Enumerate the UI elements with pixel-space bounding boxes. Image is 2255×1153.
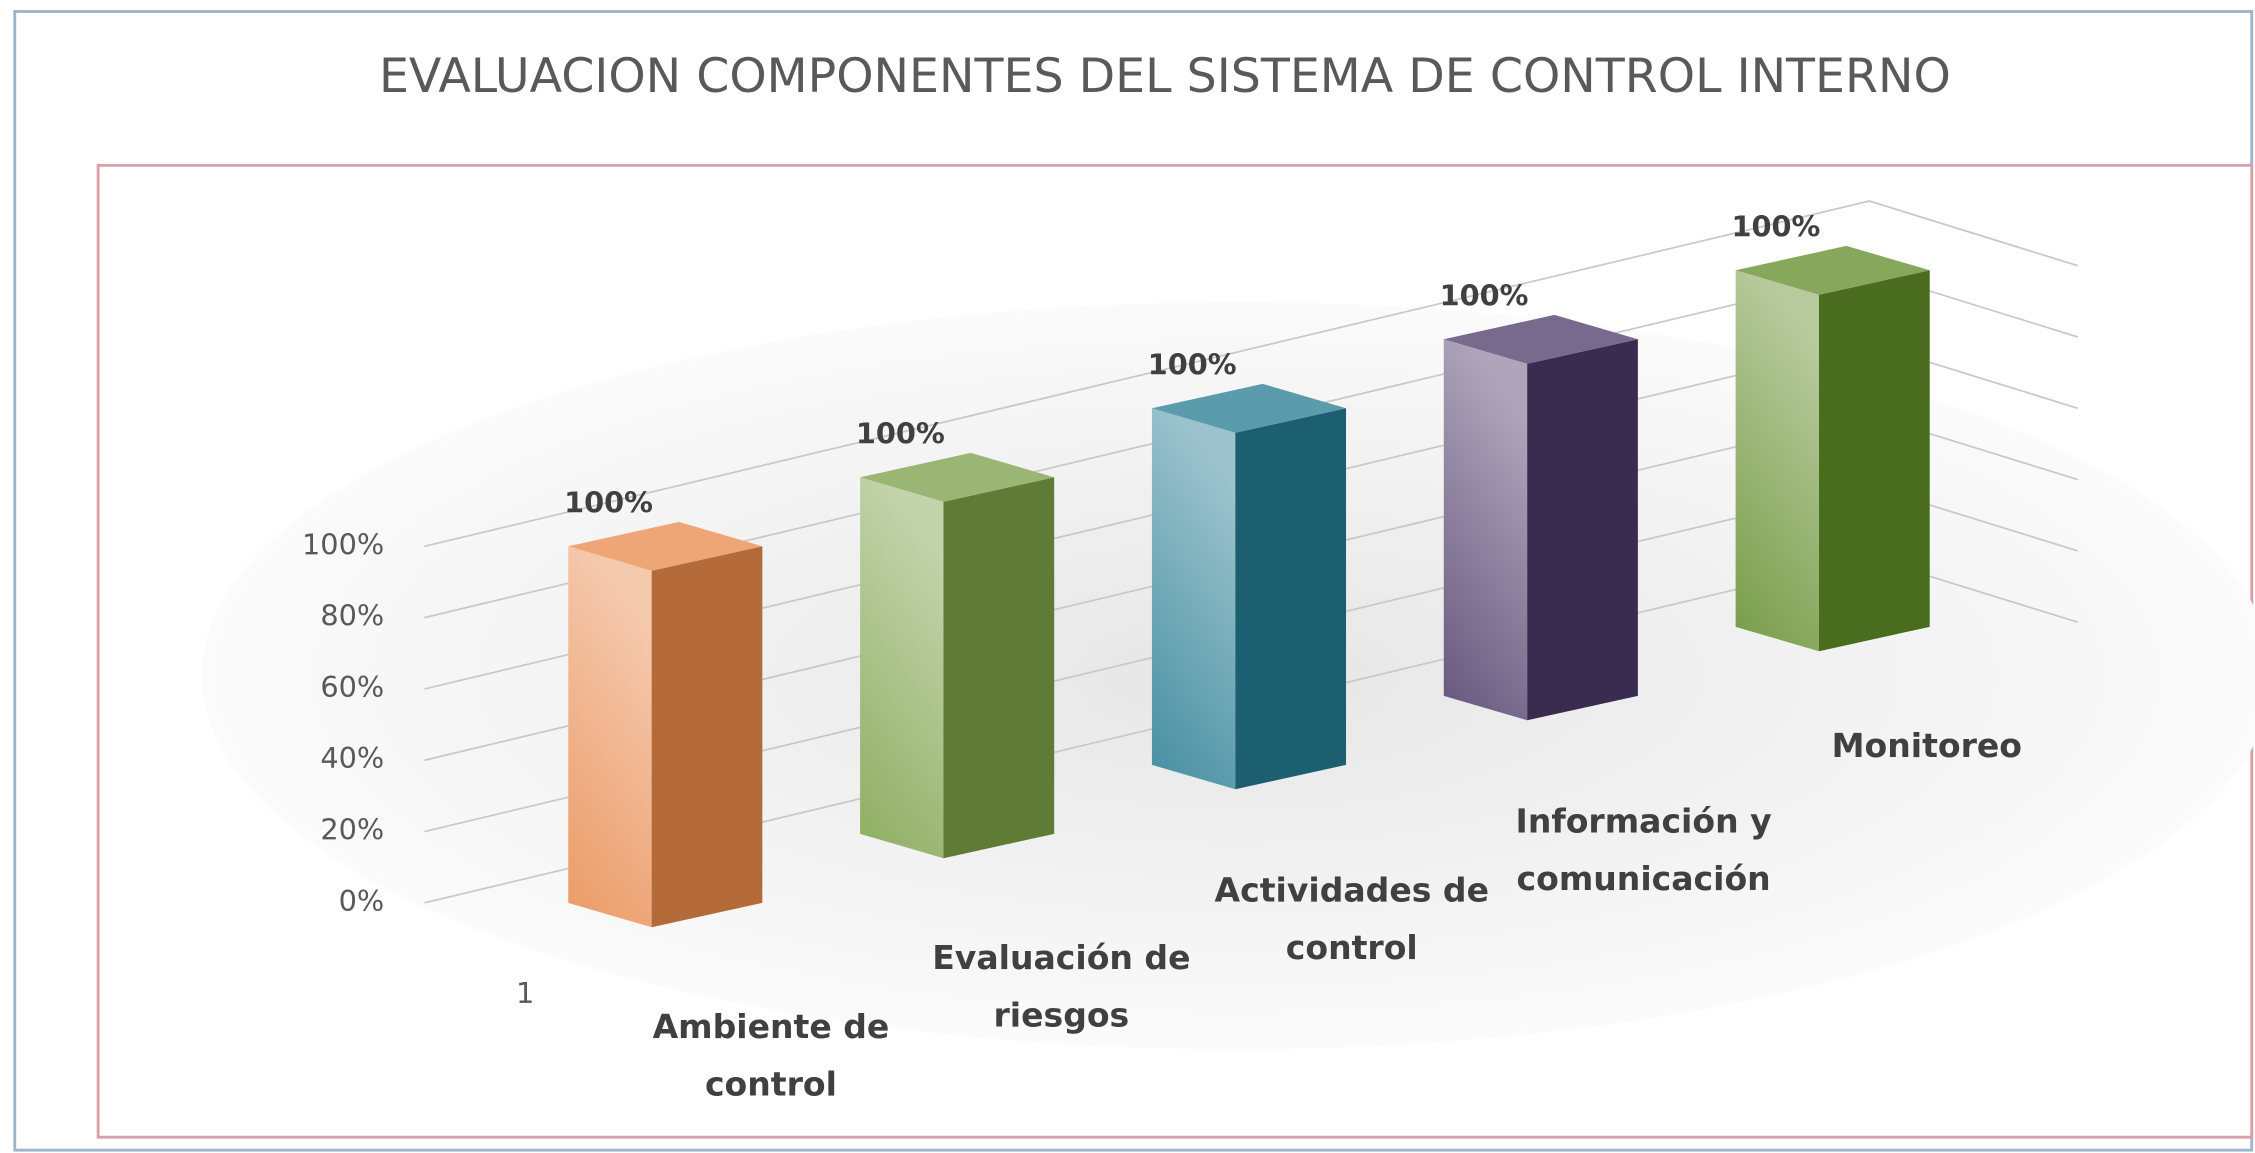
series-label: Monitoreo [1832, 726, 2022, 765]
bar-right-face [943, 477, 1055, 859]
value-label: 100% [564, 486, 653, 520]
series-label: Actividades de control [1215, 870, 1489, 967]
bar-left-face [860, 477, 944, 859]
bar-right-face [1527, 339, 1638, 721]
bar [1443, 314, 1638, 721]
bar-left-face [1151, 408, 1236, 790]
bar [1735, 245, 1930, 652]
y-tick-label: 60% [320, 670, 384, 704]
bar [1151, 383, 1347, 790]
y-tick-label: 20% [320, 813, 384, 847]
bar-top-face [860, 452, 1055, 502]
value-label: 100% [1731, 210, 1820, 244]
bar-top-face [1151, 383, 1347, 433]
grid-line [424, 200, 2079, 548]
y-tick-label: 40% [320, 741, 384, 775]
bar-left-face [1443, 339, 1528, 721]
y-tick-label: 0% [339, 884, 385, 918]
x-tick-label: 1 [516, 976, 534, 1010]
series-label: Ambiente de control [653, 1006, 890, 1103]
y-tick-label: 100% [302, 527, 384, 561]
series-label: Información y comunicación [1516, 801, 1772, 898]
bar [568, 521, 763, 928]
bar-top-face [568, 521, 763, 571]
bar-right-face [1235, 408, 1347, 790]
bar-top-face [1735, 245, 1930, 295]
bar-right-face [651, 546, 763, 928]
chart-title: EVALUACION COMPONENTES DEL SISTEMA DE CO… [379, 49, 1951, 104]
bar-left-face [1735, 270, 1820, 652]
value-label: 100% [1148, 348, 1237, 382]
bar [860, 452, 1055, 859]
bar-right-face [1819, 270, 1930, 652]
bar-left-face [568, 546, 652, 928]
series-label: Evaluación de riesgos [932, 937, 1190, 1034]
value-label: 100% [1440, 279, 1529, 313]
bar-top-face [1443, 314, 1638, 364]
value-label: 100% [856, 417, 945, 451]
y-tick-label: 80% [320, 599, 384, 633]
